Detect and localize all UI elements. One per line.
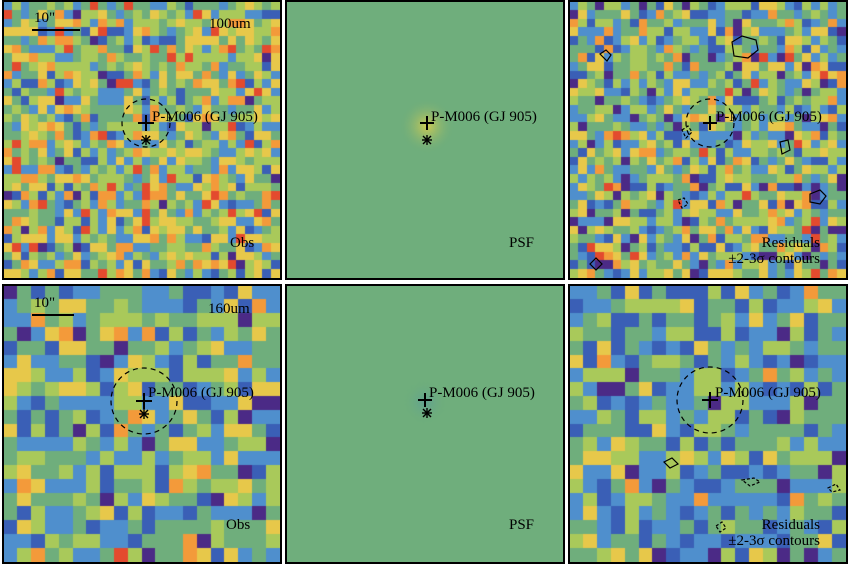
- contour-label: ±2-3σ contours: [728, 251, 820, 267]
- scale-bar-label: 10": [34, 10, 56, 26]
- obs-panel-160um: 10" 160um P-M006 (GJ 905) Obs: [2, 284, 282, 564]
- source-position-plus-marker: [703, 116, 717, 130]
- source-label: P-M006 (GJ 905): [716, 109, 822, 125]
- source-label: P-M006 (GJ 905): [715, 385, 821, 401]
- star-position-asterisk-marker: [422, 135, 432, 145]
- panel-label-psf: PSF: [509, 235, 535, 251]
- aperture-circle: [685, 98, 735, 148]
- residual-panel-100um: P-M006 (GJ 905) Residuals ±2-3σ contours: [568, 0, 848, 280]
- star-position-asterisk-marker: [141, 135, 151, 145]
- source-label: P-M006 (GJ 905): [431, 109, 537, 125]
- aperture-circle: [676, 366, 744, 434]
- obs-image-160um: [4, 286, 280, 562]
- panel-label-obs: Obs: [230, 235, 255, 251]
- residual-panel-160um: P-M006 (GJ 905) Residuals ±2-3σ contours: [568, 284, 848, 564]
- residual-overlay-160um: [662, 366, 841, 533]
- source-label: P-M006 (GJ 905): [152, 109, 258, 125]
- psf-overlay-160um: [418, 393, 432, 418]
- band-label: 100um: [209, 16, 251, 32]
- panel-label-residuals: Residuals: [761, 517, 820, 533]
- scale-bar-label: 10": [34, 295, 56, 311]
- source-position-plus-marker: [418, 393, 432, 407]
- source-position-plus-marker: [420, 116, 434, 130]
- significance-contours: [662, 457, 841, 533]
- aperture-circle: [121, 98, 171, 148]
- obs-overlay-100um: [121, 98, 171, 148]
- source-label: P-M006 (GJ 905): [429, 385, 535, 401]
- scale-bar: [32, 314, 74, 316]
- psf-panel-100um: P-M006 (GJ 905) PSF: [285, 0, 565, 280]
- psf-image-160um: [287, 286, 563, 562]
- source-label: P-M006 (GJ 905): [148, 385, 254, 401]
- contour-label: ±2-3σ contours: [728, 533, 820, 549]
- psf-panel-160um: P-M006 (GJ 905) PSF: [285, 284, 565, 564]
- scale-bar: [32, 29, 80, 31]
- panel-label-residuals: Residuals: [761, 235, 820, 251]
- panel-label-psf: PSF: [509, 517, 535, 533]
- residual-image-160um: [570, 286, 846, 562]
- source-position-plus-marker: [702, 392, 718, 408]
- residual-image-100um: [570, 2, 846, 278]
- band-label: 160um: [208, 301, 250, 317]
- obs-panel-100um: 10" 100um P-M006 (GJ 905) Obs: [2, 0, 282, 280]
- aperture-circle: [110, 367, 178, 435]
- star-position-asterisk-marker: [139, 409, 149, 419]
- significance-contours: [589, 35, 827, 271]
- panel-label-obs: Obs: [226, 517, 251, 533]
- star-position-asterisk-marker: [422, 408, 432, 418]
- source-position-plus-marker: [138, 115, 154, 131]
- residual-overlay-100um: [589, 35, 827, 271]
- obs-overlay-160um: [110, 367, 178, 435]
- source-position-plus-marker: [136, 393, 152, 409]
- psf-overlay-100um: [420, 116, 434, 145]
